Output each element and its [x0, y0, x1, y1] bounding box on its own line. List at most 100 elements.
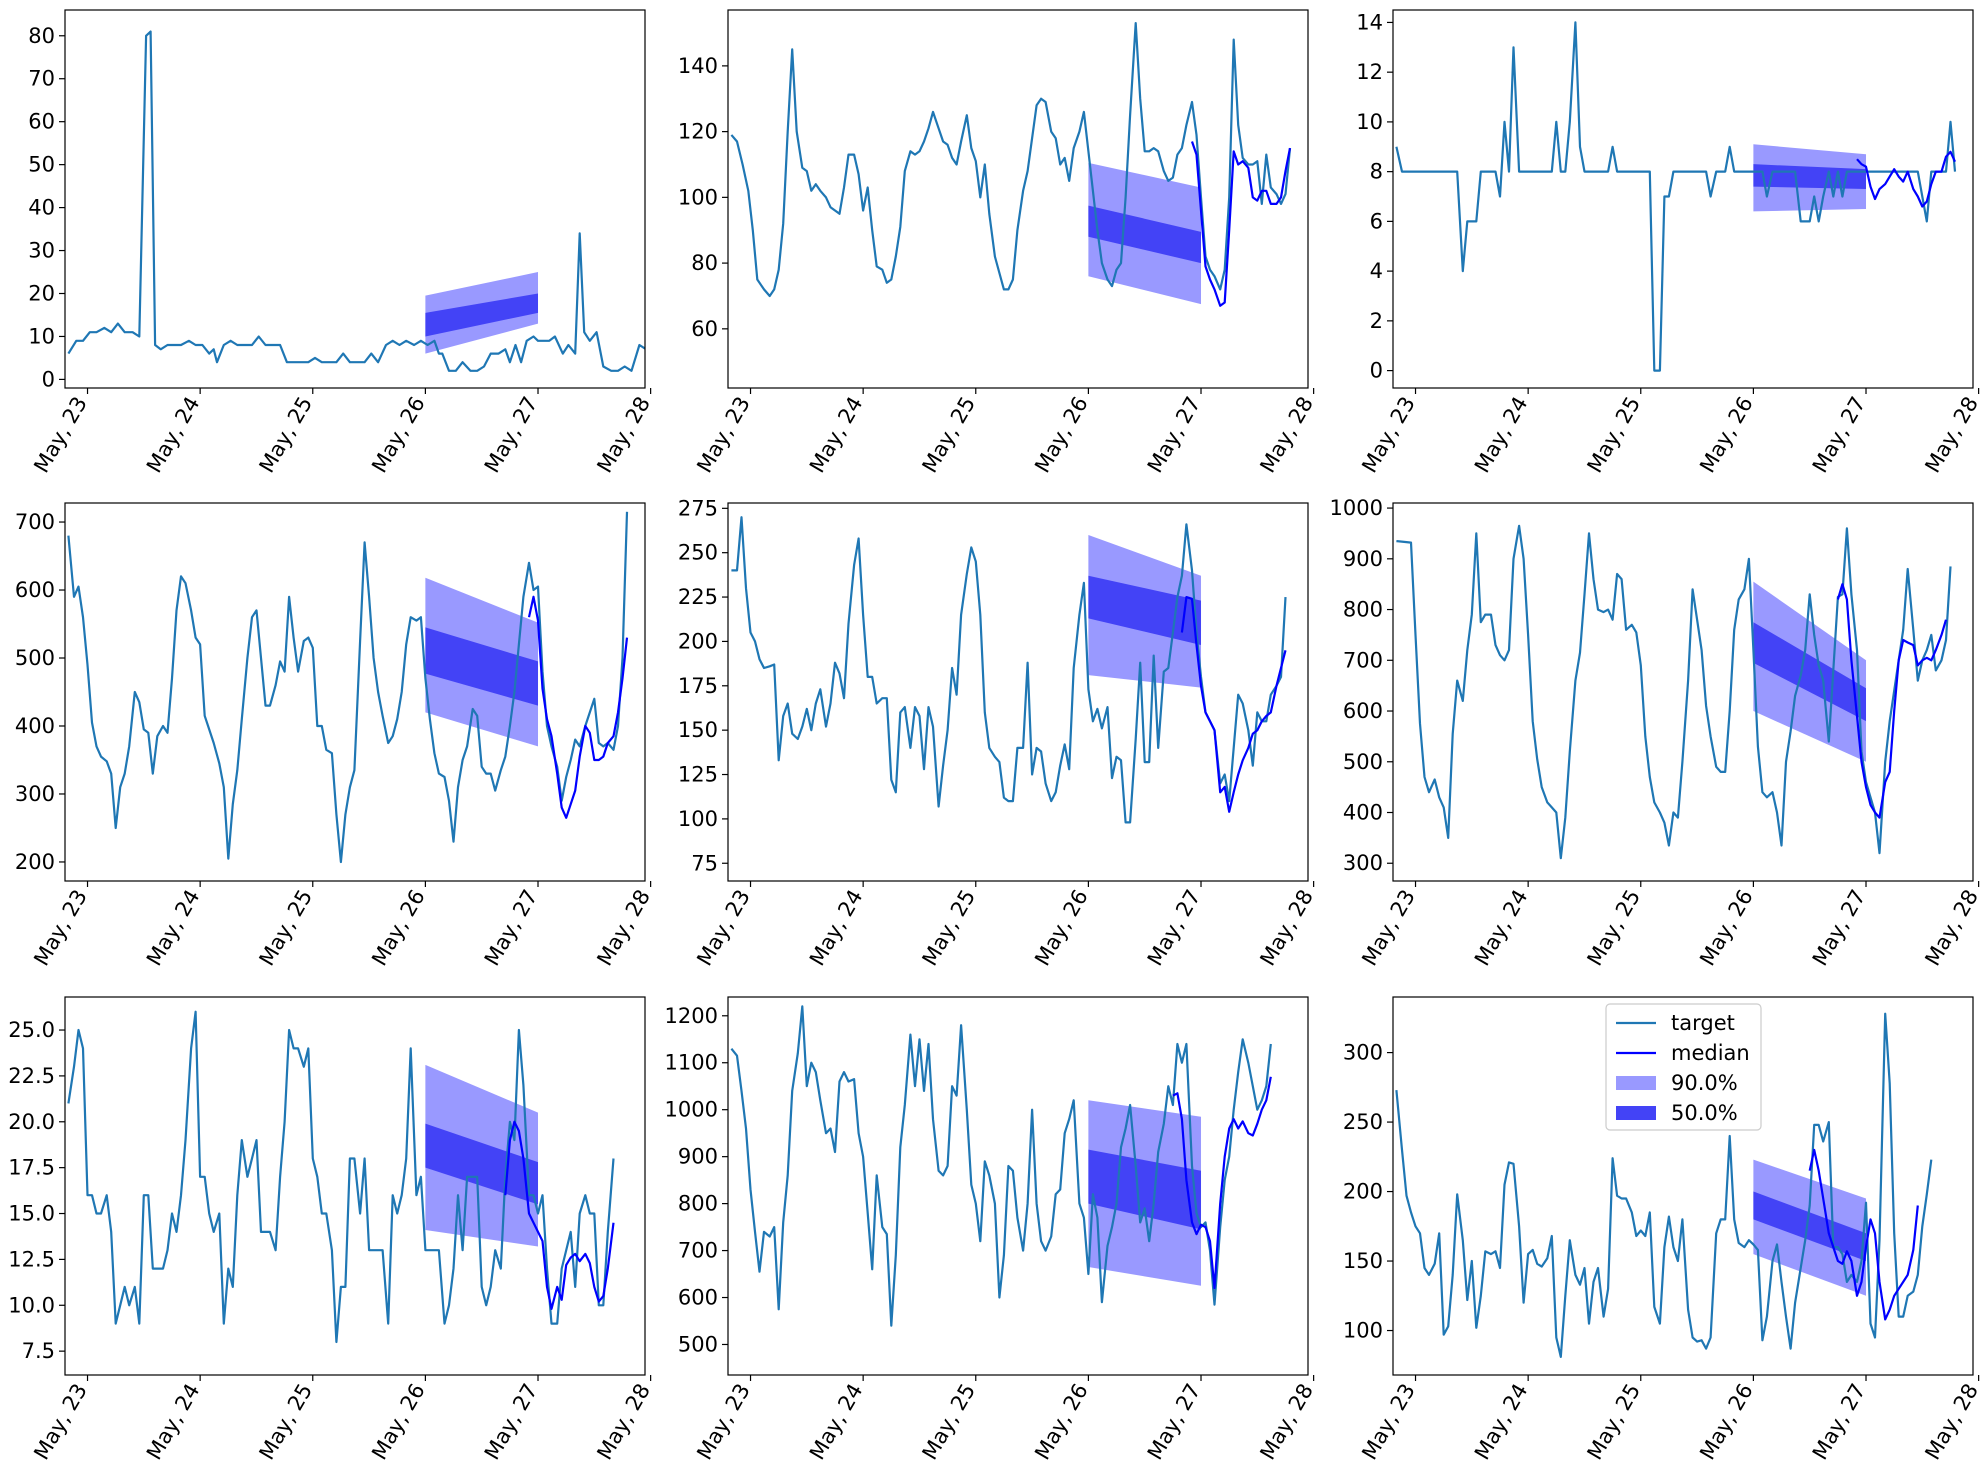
x-tick-label: May, 24	[805, 393, 868, 477]
x-tick-label: May, 25	[255, 393, 318, 477]
x-tick-label: May, 26	[1695, 886, 1758, 970]
chart-panel-6: 300 400 500 600 700 800 900 1000 May, 23 May, 24 M…	[1330, 496, 1981, 970]
series-median	[1808, 1148, 1919, 1321]
legend-label: target	[1671, 1011, 1735, 1035]
y-tick-label: 60	[28, 110, 55, 134]
legend-patch-swatch	[1616, 1106, 1656, 1120]
y-tick-label: 12	[1356, 60, 1383, 84]
y-tick-label: 10.0	[8, 1293, 55, 1317]
y-tick-label: 10	[28, 324, 55, 348]
chart-panel-1: 0 10 20 30 40 50 60 70 80 May, 23 May, 24 May, 25 Ma…	[28, 9, 655, 477]
y-tick-label: 14	[1356, 10, 1383, 34]
y-tick-label: 100	[678, 185, 718, 209]
y-tick-label: 30	[28, 239, 55, 263]
y-tick-label: 300	[15, 782, 55, 806]
y-tick-label: 60	[691, 317, 718, 341]
x-tick-label: May, 23	[29, 393, 92, 477]
x-tick-label: May, 25	[1583, 1380, 1646, 1464]
x-tick-label: May, 26	[1030, 393, 1093, 477]
y-tick-label: 400	[1343, 801, 1383, 825]
x-tick-label: May, 26	[367, 886, 430, 970]
series-target	[731, 516, 1287, 824]
plot-area	[1395, 1012, 1933, 1359]
series-target	[67, 1010, 615, 1344]
plot-area	[67, 30, 645, 372]
y-tick-label: 200	[678, 629, 718, 653]
plot-frame	[727, 502, 1309, 882]
x-tick-label: May, 26	[1030, 1380, 1093, 1464]
y-tick-label: 120	[678, 120, 718, 144]
series-median	[1190, 141, 1292, 307]
y-tick-label: 80	[28, 24, 55, 48]
x-tick-label: May, 26	[1695, 1380, 1758, 1464]
plot-frame	[1392, 502, 1974, 882]
y-tick-label: 400	[15, 714, 55, 738]
x-tick-label: May, 26	[367, 1380, 430, 1464]
x-tick-label: May, 24	[1470, 1380, 1533, 1464]
band-50	[425, 293, 539, 337]
series-median	[1172, 1076, 1272, 1290]
x-tick-label: May, 24	[1470, 393, 1533, 477]
x-tick-label: May, 27	[480, 393, 543, 477]
plot-frame	[64, 996, 646, 1376]
x-tick-label: May, 25	[1583, 886, 1646, 970]
legend-label: median	[1671, 1041, 1750, 1065]
y-tick-label: 75	[691, 851, 718, 875]
x-tick-label: May, 27	[1808, 393, 1871, 477]
x-tick-label: May, 28	[1920, 1380, 1981, 1464]
y-tick-label: 800	[678, 1192, 718, 1216]
y-tick-label: 17.5	[8, 1156, 55, 1180]
y-tick-label: 250	[678, 541, 718, 565]
y-tick-label: 700	[15, 510, 55, 534]
x-tick-label: May, 27	[480, 886, 543, 970]
y-tick-label: 250	[1343, 1110, 1383, 1134]
y-tick-label: 200	[15, 850, 55, 874]
plot-area	[67, 511, 629, 864]
x-tick-label: May, 27	[1143, 886, 1206, 970]
plot-area	[730, 1005, 1272, 1327]
y-tick-label: 15.0	[8, 1202, 55, 1226]
x-tick-label: May, 27	[1808, 886, 1871, 970]
plot-area	[67, 1010, 615, 1344]
y-tick-label: 7.5	[22, 1339, 55, 1363]
y-tick-label: 2	[1370, 309, 1383, 333]
y-tick-label: 1000	[1330, 496, 1383, 520]
x-tick-label: May, 25	[1583, 393, 1646, 477]
x-tick-label: May, 26	[367, 393, 430, 477]
x-tick-label: May, 26	[1030, 886, 1093, 970]
legend-label: 50.0%	[1671, 1101, 1738, 1125]
legend: target median 90.0% 50.0%	[1605, 1003, 1762, 1131]
x-tick-label: May, 28	[1255, 1380, 1318, 1464]
x-tick-label: May, 25	[918, 393, 981, 477]
y-tick-label: 700	[678, 1239, 718, 1263]
x-tick-label: May, 27	[1808, 1380, 1871, 1464]
x-tick-label: May, 28	[1920, 393, 1981, 477]
y-tick-label: 70	[28, 67, 55, 91]
y-tick-label: 10	[1356, 110, 1383, 134]
chart-panel-2: 60 80 100 120 140 May, 23 May, 24 May, 25 May, 2…	[678, 9, 1318, 477]
chart-panel-3: 0 2 4 6 8 10 12 14 May, 23 May, 24 May, 25 May, 26 M…	[1356, 9, 1981, 477]
y-tick-label: 800	[1343, 598, 1383, 622]
x-tick-label: May, 24	[1470, 886, 1533, 970]
y-tick-label: 140	[678, 54, 718, 78]
y-tick-label: 900	[678, 1145, 718, 1169]
y-tick-label: 0	[1370, 359, 1383, 383]
x-tick-label: May, 25	[918, 886, 981, 970]
x-tick-label: May, 28	[1920, 886, 1981, 970]
x-tick-label: May, 23	[29, 1380, 92, 1464]
y-tick-label: 100	[1343, 1319, 1383, 1343]
y-tick-label: 150	[1343, 1249, 1383, 1273]
y-tick-label: 600	[1343, 699, 1383, 723]
y-tick-label: 300	[1343, 851, 1383, 875]
x-tick-label: May, 24	[142, 886, 205, 970]
x-tick-label: May, 23	[692, 1380, 755, 1464]
x-tick-label: May, 25	[255, 1380, 318, 1464]
y-tick-label: 500	[15, 646, 55, 670]
chart-panel-5: 75 100 125 150 175 200 225 250 275 May, 23 May, 24…	[678, 496, 1318, 969]
x-tick-label: May, 28	[1255, 886, 1318, 970]
series-median	[1180, 595, 1287, 813]
y-tick-label: 1000	[665, 1098, 718, 1122]
x-tick-label: May, 28	[1255, 393, 1318, 477]
band-50	[425, 627, 539, 706]
